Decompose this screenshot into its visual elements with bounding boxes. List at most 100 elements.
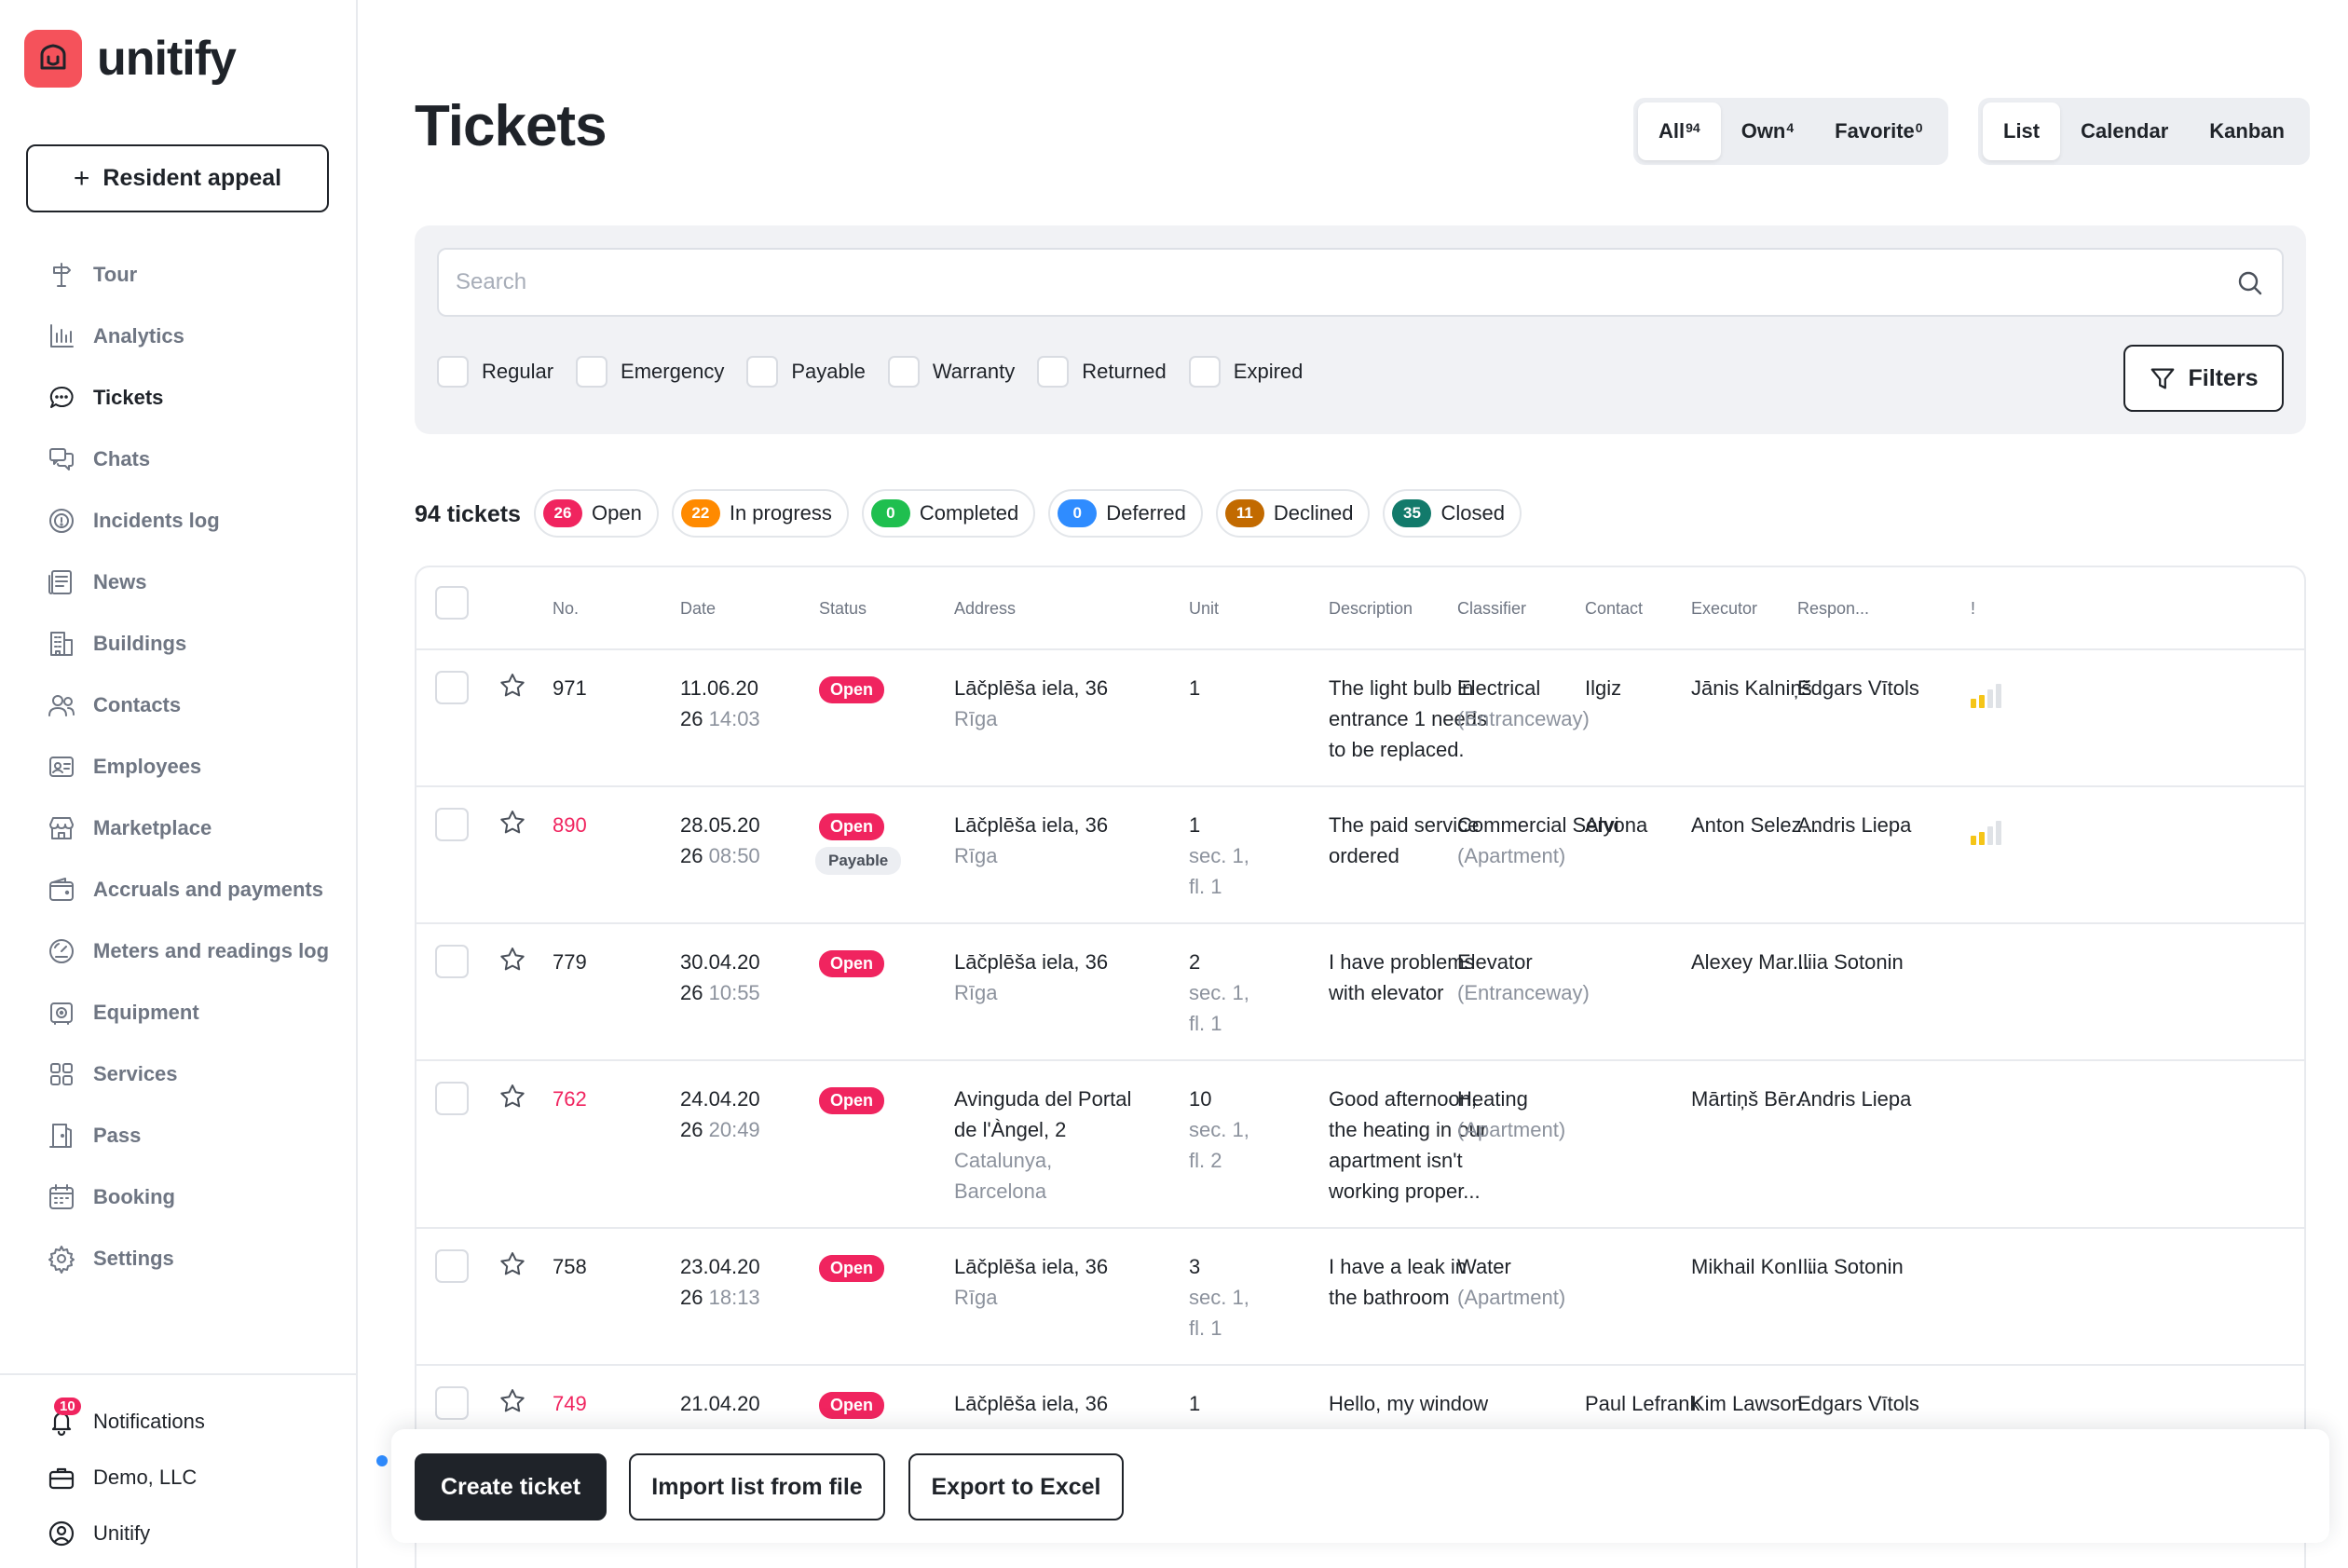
row-checkbox[interactable]: [435, 945, 469, 978]
table-row[interactable]: 762 24.04.20 26 20:49 Open Avinguda del Port…: [416, 1061, 2304, 1229]
ticket-date-line2: 26 08:50: [680, 840, 760, 871]
tab-favorite[interactable]: Favorite 0: [1814, 102, 1943, 160]
status-chip-deferred[interactable]: 0 Deferred: [1048, 489, 1203, 538]
column-header[interactable]: Contact: [1585, 599, 1644, 618]
column-header[interactable]: Status: [819, 599, 867, 618]
status-chip-completed[interactable]: 0 Completed: [861, 489, 1036, 538]
sidebar-item-analytics[interactable]: Analytics: [0, 306, 358, 367]
priority-bar: [1987, 826, 1993, 845]
status-chips: 26 Open 22 In progress 0 Completed 0 Deferred 11…: [534, 489, 1535, 538]
sidebar-item-equipment[interactable]: Equipment: [0, 982, 358, 1043]
search-input[interactable]: [439, 250, 2282, 315]
tab-list[interactable]: List: [1983, 102, 2061, 160]
star-icon[interactable]: [498, 1249, 527, 1279]
column-header[interactable]: !: [1971, 599, 1976, 618]
column-header[interactable]: Executor: [1691, 599, 1758, 618]
column-header[interactable]: Respon...: [1797, 599, 1870, 618]
column-header[interactable]: Address: [954, 599, 1017, 618]
sidebar-item-meters-and-readings-log[interactable]: Meters and readings log: [0, 920, 358, 982]
export-excel-button[interactable]: Export to Excel: [908, 1453, 1124, 1520]
filter-checkbox-expired[interactable]: Expired: [1188, 356, 1303, 388]
responsible-name: Edgars Vītols: [1797, 676, 1919, 700]
column-header[interactable]: Date: [680, 599, 717, 618]
status-chip-declined[interactable]: 11 Declined: [1215, 489, 1371, 538]
column-header[interactable]: Classifier: [1457, 599, 1527, 618]
classifier: Water: [1457, 1255, 1511, 1278]
table-row[interactable]: 758 23.04.20 26 18:13 Open Lāčplēša iela, 36…: [416, 1229, 2304, 1366]
checkbox-box[interactable]: [887, 356, 920, 388]
sidebar-item-employees[interactable]: Employees: [0, 736, 358, 798]
filter-checkbox-emergency[interactable]: Emergency: [576, 356, 724, 388]
sidebar-item-pass[interactable]: Pass: [0, 1105, 358, 1166]
status-chip-in-progress[interactable]: 22 In progress: [671, 489, 849, 538]
responsible-name: Andris Liepa: [1797, 813, 1912, 837]
sidebar-item-tickets[interactable]: Tickets: [0, 367, 358, 429]
tab-calendar[interactable]: Calendar: [2081, 119, 2169, 143]
star-icon[interactable]: [498, 671, 527, 701]
sidebar-item-news[interactable]: News: [0, 552, 358, 613]
classifier: Commercial Servi: [1457, 813, 1619, 837]
checkbox-box[interactable]: [1037, 356, 1070, 388]
column-header[interactable]: No.: [553, 599, 580, 618]
column-header[interactable]: Unit: [1189, 599, 1220, 618]
status-chip-open[interactable]: 26 Open: [534, 489, 659, 538]
logo[interactable]: unitify: [24, 30, 237, 88]
star-icon[interactable]: [498, 1386, 527, 1416]
sidebar-item-label: Analytics: [93, 324, 184, 348]
tab-kanban[interactable]: Kanban: [2209, 119, 2285, 143]
checkbox-box[interactable]: [437, 356, 469, 388]
checkbox-box[interactable]: [576, 356, 608, 388]
sidebar-item-chats[interactable]: Chats: [0, 429, 358, 490]
sidebar-item-incidents-log[interactable]: Incidents log: [0, 490, 358, 552]
sidebar-item-marketplace[interactable]: Marketplace: [0, 798, 358, 859]
sidebar-item-settings[interactable]: Settings: [0, 1228, 358, 1289]
import-list-button[interactable]: Import list from file: [629, 1453, 885, 1520]
table-row[interactable]: 971 11.06.20 26 14:03 Open Lāčplēša iela, 36…: [416, 650, 2304, 787]
sidebar-item-services[interactable]: Services: [0, 1043, 358, 1105]
status-chip-closed[interactable]: 35 Closed: [1383, 489, 1522, 538]
search-icon[interactable]: [2235, 268, 2265, 298]
filter-checkbox-regular[interactable]: Regular: [437, 356, 553, 388]
column-header[interactable]: Description: [1329, 599, 1413, 618]
notifications-item[interactable]: 10 Notifications: [0, 1394, 358, 1450]
sidebar-item-tour[interactable]: Tour: [0, 244, 358, 306]
address-city: Rīga: [954, 1286, 998, 1309]
filter-checkbox-returned[interactable]: Returned: [1037, 356, 1167, 388]
table-row[interactable]: 890 28.05.20 26 08:50 Open Payable Lāčplēša i…: [416, 787, 2304, 924]
description-line: I have problems: [1329, 950, 1475, 974]
row-checkbox[interactable]: [435, 1249, 469, 1283]
resident-appeal-button[interactable]: + Resident appeal: [26, 144, 329, 212]
executor-name: Alexey Mar...: [1691, 950, 1810, 974]
row-checkbox[interactable]: [435, 1386, 469, 1420]
row-checkbox[interactable]: [435, 808, 469, 841]
executor-name: Jānis Kalniņš: [1691, 676, 1812, 700]
sidebar-item-contacts[interactable]: Contacts: [0, 675, 358, 736]
star-icon[interactable]: [498, 808, 527, 838]
create-ticket-button[interactable]: Create ticket: [415, 1453, 607, 1520]
tab-own[interactable]: Own 4: [1721, 102, 1814, 160]
filters-button[interactable]: Filters: [2123, 345, 2284, 412]
table-row[interactable]: 749 21.04.20 Open Lāčplēša iela, 36 1 Hello, …: [416, 1366, 2304, 1472]
sidebar-item-buildings[interactable]: Buildings: [0, 613, 358, 675]
tab-all[interactable]: All 94: [1638, 102, 1721, 160]
row-checkbox[interactable]: [435, 671, 469, 704]
select-all-checkbox[interactable]: [435, 586, 469, 620]
star-icon[interactable]: [498, 1082, 527, 1111]
checkbox-box[interactable]: [746, 356, 779, 388]
unit-number: 1: [1189, 1392, 1201, 1415]
sidebar-item-accruals-and-payments[interactable]: Accruals and payments: [0, 859, 358, 920]
star-icon[interactable]: [498, 945, 527, 975]
user-item[interactable]: Unitify: [0, 1506, 358, 1561]
ticket-date-year: 26: [680, 707, 703, 730]
responsible-name: Iliia Sotonin: [1797, 950, 1904, 974]
checkbox-box[interactable]: [1188, 356, 1221, 388]
company-item[interactable]: Demo, LLC: [0, 1450, 358, 1506]
filter-checkbox-payable[interactable]: Payable: [746, 356, 866, 388]
sidebar-item-booking[interactable]: Booking: [0, 1166, 358, 1228]
table-row[interactable]: 779 30.04.20 26 10:55 Open Lāčplēša iela, 36…: [416, 924, 2304, 1061]
priority-bar: [1987, 689, 1993, 708]
contact-name: Paul Lefrank: [1585, 1392, 1700, 1415]
address-line: Lāčplēša iela, 36: [954, 1392, 1109, 1415]
row-checkbox[interactable]: [435, 1082, 469, 1115]
filter-checkbox-warranty[interactable]: Warranty: [887, 356, 1015, 388]
